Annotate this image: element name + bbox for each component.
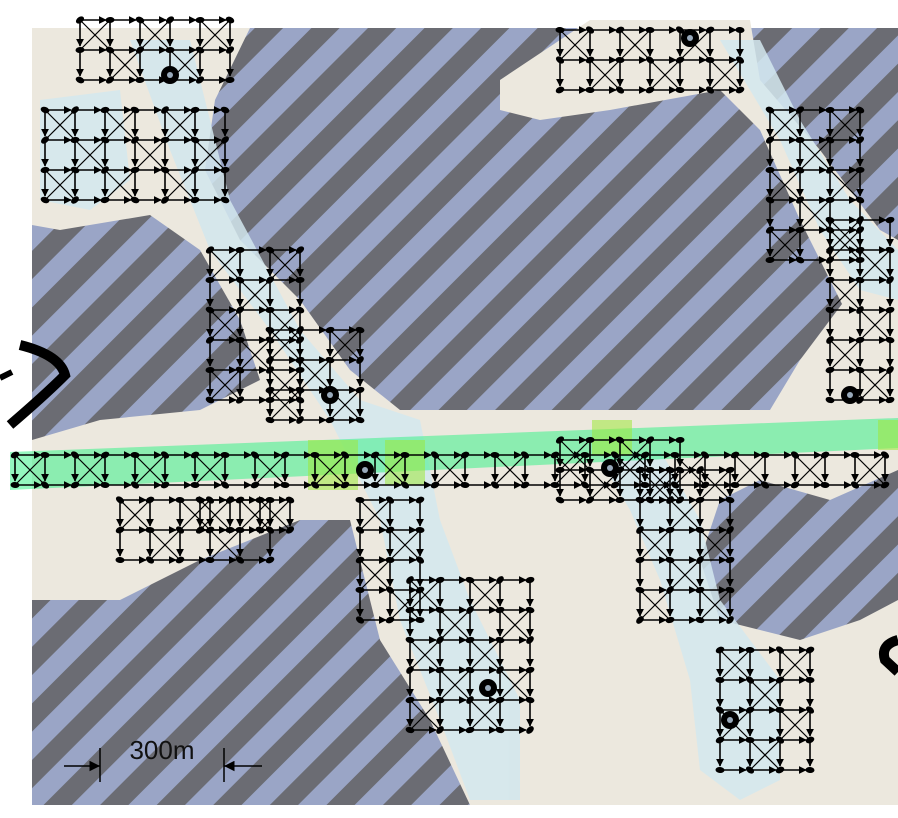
route-node xyxy=(195,17,204,24)
hub-node-center xyxy=(607,465,613,471)
map-view: 300m xyxy=(0,0,898,818)
route-node xyxy=(105,17,114,24)
hub-node-center xyxy=(847,392,853,398)
hub-node-center xyxy=(485,685,491,691)
hub-node-center xyxy=(362,467,368,473)
hub-node-center xyxy=(727,717,733,723)
hub-node-center xyxy=(687,35,693,41)
hub-node-center xyxy=(167,72,173,78)
hub-node-center xyxy=(327,392,333,398)
scale-label: 300m xyxy=(129,735,194,765)
